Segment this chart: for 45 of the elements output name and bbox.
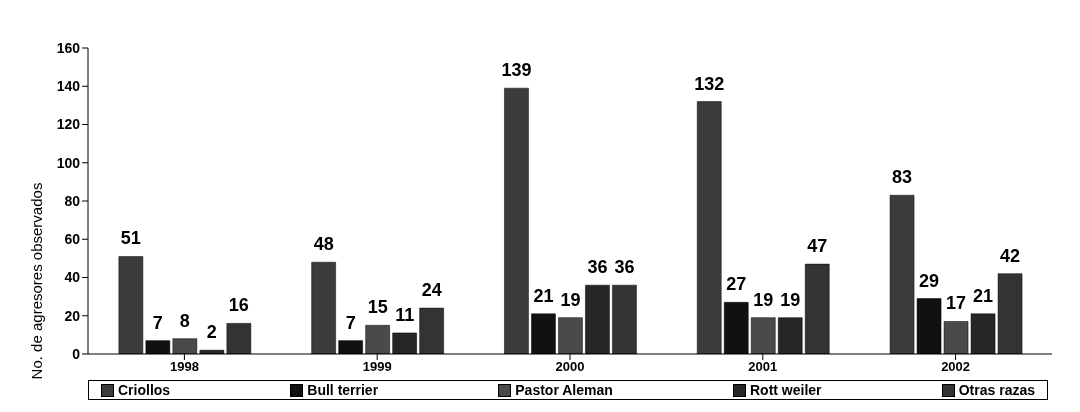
data-label: 19 xyxy=(753,289,774,310)
legend-label: Otras razas xyxy=(958,382,1035,398)
data-label: 19 xyxy=(560,289,581,310)
data-label: 139 xyxy=(501,60,532,81)
x-tick-label: 2002 xyxy=(941,359,971,375)
data-label: 48 xyxy=(313,234,334,255)
data-label: 2 xyxy=(206,322,217,343)
y-tick-label: 80 xyxy=(64,192,81,209)
y-tick-label: 100 xyxy=(56,154,81,171)
x-tick-label: 2001 xyxy=(748,359,778,375)
data-label: 11 xyxy=(395,304,415,325)
legend-label: Pastor Aleman xyxy=(515,382,613,398)
x-tick-label: 2000 xyxy=(555,359,585,375)
y-tick-label: 120 xyxy=(56,116,81,133)
data-label: 51 xyxy=(120,228,141,249)
y-tick-label: 60 xyxy=(64,231,81,248)
data-label: 16 xyxy=(228,295,249,316)
data-label: 24 xyxy=(421,280,442,301)
data-label: 7 xyxy=(345,312,356,333)
y-tick-label: 0 xyxy=(72,345,81,362)
legend-label: Rott weiler xyxy=(749,382,822,398)
data-label: 8 xyxy=(179,310,190,331)
y-tick-label: 160 xyxy=(56,39,81,56)
data-label: 36 xyxy=(587,257,608,278)
data-label: 21 xyxy=(973,285,994,306)
data-label: 83 xyxy=(892,167,913,188)
y-axis-title: No. de agresores observados xyxy=(28,182,46,380)
data-label: 36 xyxy=(614,257,635,278)
legend-label: Bull terrier xyxy=(307,382,379,398)
data-label: 47 xyxy=(807,236,828,257)
data-label: 7 xyxy=(152,312,163,333)
y-tick-label: 20 xyxy=(64,307,81,324)
data-label: 42 xyxy=(1000,245,1021,266)
data-label: 19 xyxy=(780,289,801,310)
data-label: 27 xyxy=(726,274,747,295)
x-tick-label: 1999 xyxy=(362,359,392,375)
data-label: 29 xyxy=(919,270,940,291)
data-label: 132 xyxy=(694,73,725,94)
data-label: 21 xyxy=(533,285,554,306)
data-label: 17 xyxy=(946,293,967,314)
y-tick-label: 40 xyxy=(64,269,81,286)
legend-label: Criollos xyxy=(118,382,171,398)
data-label: 15 xyxy=(367,297,388,318)
x-tick-label: 1998 xyxy=(169,359,199,375)
y-tick-label: 140 xyxy=(56,78,81,95)
